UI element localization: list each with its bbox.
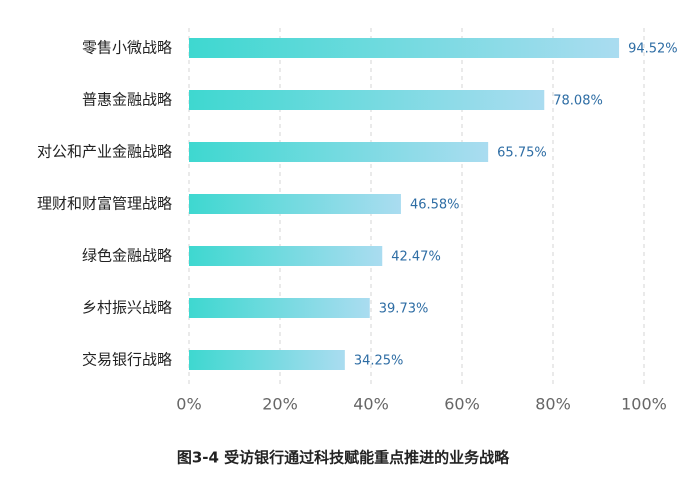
bar [189,90,545,110]
value-label: 34.25% [354,354,404,369]
bar [189,38,620,58]
y-tick-label: 普惠金融战略 [82,91,172,109]
x-tick-label: 0% [176,395,201,414]
y-tick-label: 交易银行战略 [82,351,172,369]
x-tick-label: 100% [621,395,667,414]
value-label: 39.73% [379,302,429,317]
bar [189,142,489,162]
y-tick-label: 零售小微战略 [82,39,172,57]
y-tick-label: 对公和产业金融战略 [37,143,172,161]
bar [189,246,383,266]
y-tick-label: 绿色金融战略 [82,247,172,265]
bar [189,298,370,318]
value-label: 46.58% [410,198,460,213]
value-label: 78.08% [553,94,603,109]
x-tick-label: 80% [535,395,571,414]
x-tick-label: 60% [444,395,480,414]
value-label: 94.52% [628,42,678,57]
value-label: 42.47% [391,250,441,265]
value-label: 65.75% [497,146,547,161]
bar [189,350,345,370]
y-tick-label: 理财和财富管理战略 [37,195,172,213]
y-tick-label: 乡村振兴战略 [82,299,172,317]
x-tick-label: 40% [353,395,389,414]
x-tick-label: 20% [262,395,298,414]
chart-title: 图3-4 受访银行通过科技赋能重点推进的业务战略 [177,449,510,467]
bar [189,194,401,214]
